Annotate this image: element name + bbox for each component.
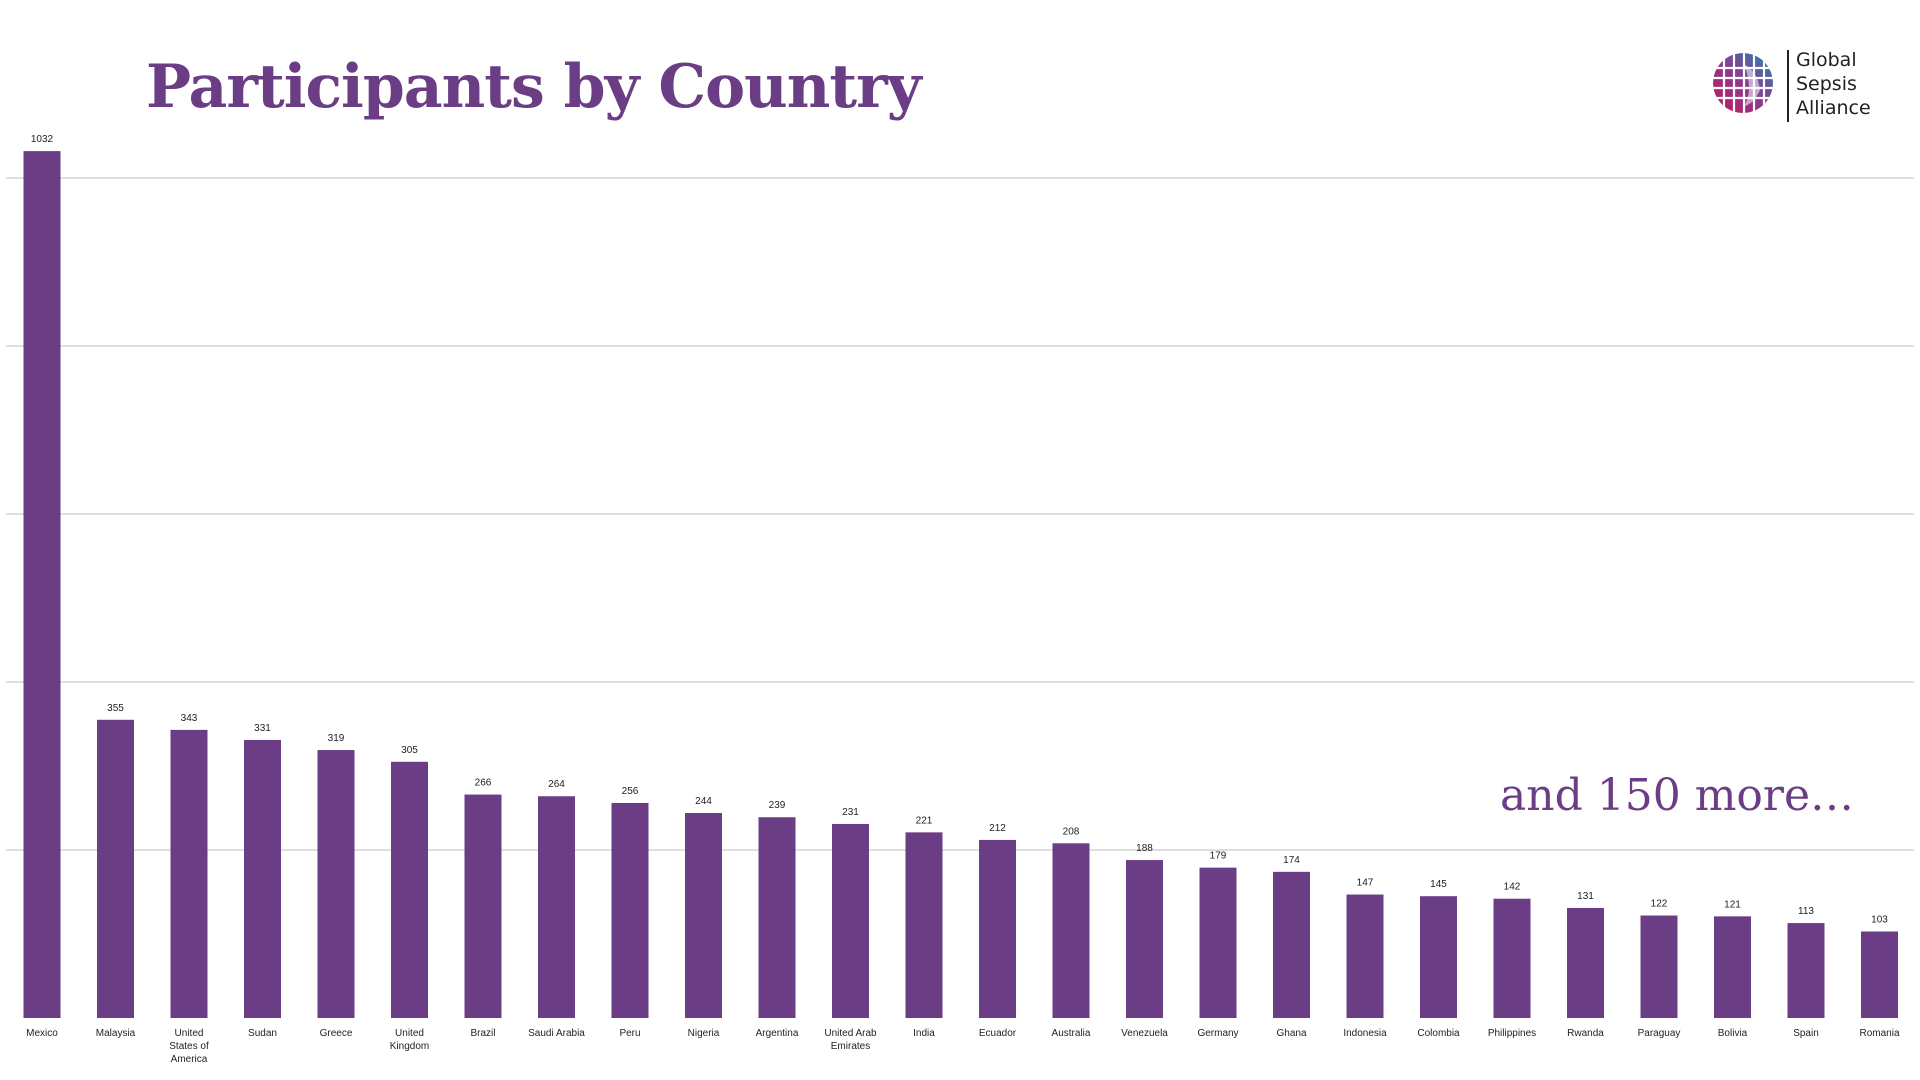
data-label: 305 [401,745,418,756]
tick-label: United Arab Emirates [824,1028,877,1052]
data-label: 142 [1504,882,1521,893]
data-label: 319 [328,733,345,744]
data-label: 231 [842,807,859,818]
bar-india [905,832,943,1018]
logo-line-alliance: Alliance [1796,97,1871,119]
data-label: 212 [989,823,1006,834]
tick-label: Mexico [26,1028,58,1039]
globe-icon [1713,53,1773,113]
tick-label: Saudi Arabia [528,1028,585,1039]
data-label: 122 [1651,899,1668,910]
global-sepsis-alliance-logo: Global Sepsis Alliance [1710,46,1880,126]
bar-bolivia [1714,916,1751,1018]
bar-australia [1052,843,1090,1018]
tick-label: Spain [1793,1028,1819,1039]
tick-label: India [913,1028,935,1039]
bar-ecuador [979,839,1016,1018]
bar-spain [1787,923,1825,1018]
bar-sudan [244,739,281,1018]
data-label: 208 [1063,826,1080,837]
bar-united-kingdom [391,761,428,1018]
tick-label: Colombia [1417,1028,1460,1039]
tick-label: Brazil [470,1028,495,1039]
bar-greece [317,750,355,1018]
more-countries-note: and 150 more… [1500,770,1854,821]
bar-rwanda [1567,907,1604,1018]
data-label: 256 [622,786,639,797]
tick-label: Greece [320,1028,353,1039]
bar-united-arab-emirates [832,823,869,1018]
logo-line-global: Global [1796,49,1857,71]
bar-venezuela [1126,860,1163,1018]
data-label: 145 [1430,879,1447,890]
tick-label: Nigeria [688,1028,720,1039]
logo-line-sepsis: Sepsis [1796,73,1857,95]
data-label: 264 [548,779,565,790]
bar-paraguay [1640,915,1678,1018]
data-label: 113 [1798,906,1814,917]
tick-label: Rwanda [1567,1028,1604,1039]
bar-germany [1199,867,1237,1018]
bar-romania [1861,931,1898,1018]
bar-united-states-of-america [170,729,208,1018]
bar-nigeria [685,813,722,1018]
data-label: 266 [475,778,492,789]
bar-saudi-arabia [538,796,575,1018]
bar-indonesia [1346,894,1384,1018]
bar-argentina [758,817,796,1018]
tick-label: Philippines [1488,1028,1536,1039]
bar-philippines [1493,898,1531,1018]
tick-label: Bolivia [1718,1028,1748,1039]
bar-mexico [23,151,61,1018]
tick-label: Australia [1052,1028,1091,1039]
data-label: 221 [916,815,933,826]
data-label: 239 [769,800,786,811]
tick-label: Malaysia [96,1028,136,1039]
data-label: 244 [695,796,712,807]
bar-ghana [1273,871,1310,1018]
data-label: 343 [181,713,198,724]
data-label: 179 [1210,851,1227,862]
data-label: 331 [254,723,271,734]
bar-brazil [464,794,502,1018]
data-label: 1032 [31,134,54,145]
data-label: 355 [107,703,124,714]
tick-label: Peru [619,1028,640,1039]
tick-label: Indonesia [1343,1028,1387,1039]
logo-divider [1787,50,1789,122]
data-label: 174 [1283,855,1300,866]
tick-label: Paraguay [1638,1028,1681,1039]
data-label: 188 [1136,843,1153,854]
data-label: 131 [1577,891,1594,902]
tick-label: Ecuador [979,1028,1017,1039]
tick-label: Ghana [1276,1028,1306,1039]
logo-wordmark: Global Sepsis Alliance [1796,48,1871,120]
tick-label: United Kingdom [390,1028,429,1052]
tick-label: Sudan [248,1028,277,1039]
tick-label: Argentina [756,1028,799,1039]
bar-colombia [1420,896,1457,1018]
tick-label: United States of America [169,1028,209,1065]
data-label: 103 [1871,914,1888,925]
tick-label: Venezuela [1121,1028,1168,1039]
bar-malaysia [97,719,134,1018]
bar-peru [611,802,649,1018]
data-label: 121 [1724,899,1741,910]
tick-label: Germany [1197,1028,1238,1039]
data-label: 147 [1357,878,1374,889]
page-title: Participants by Country [146,52,922,122]
tick-label: Romania [1859,1028,1899,1039]
